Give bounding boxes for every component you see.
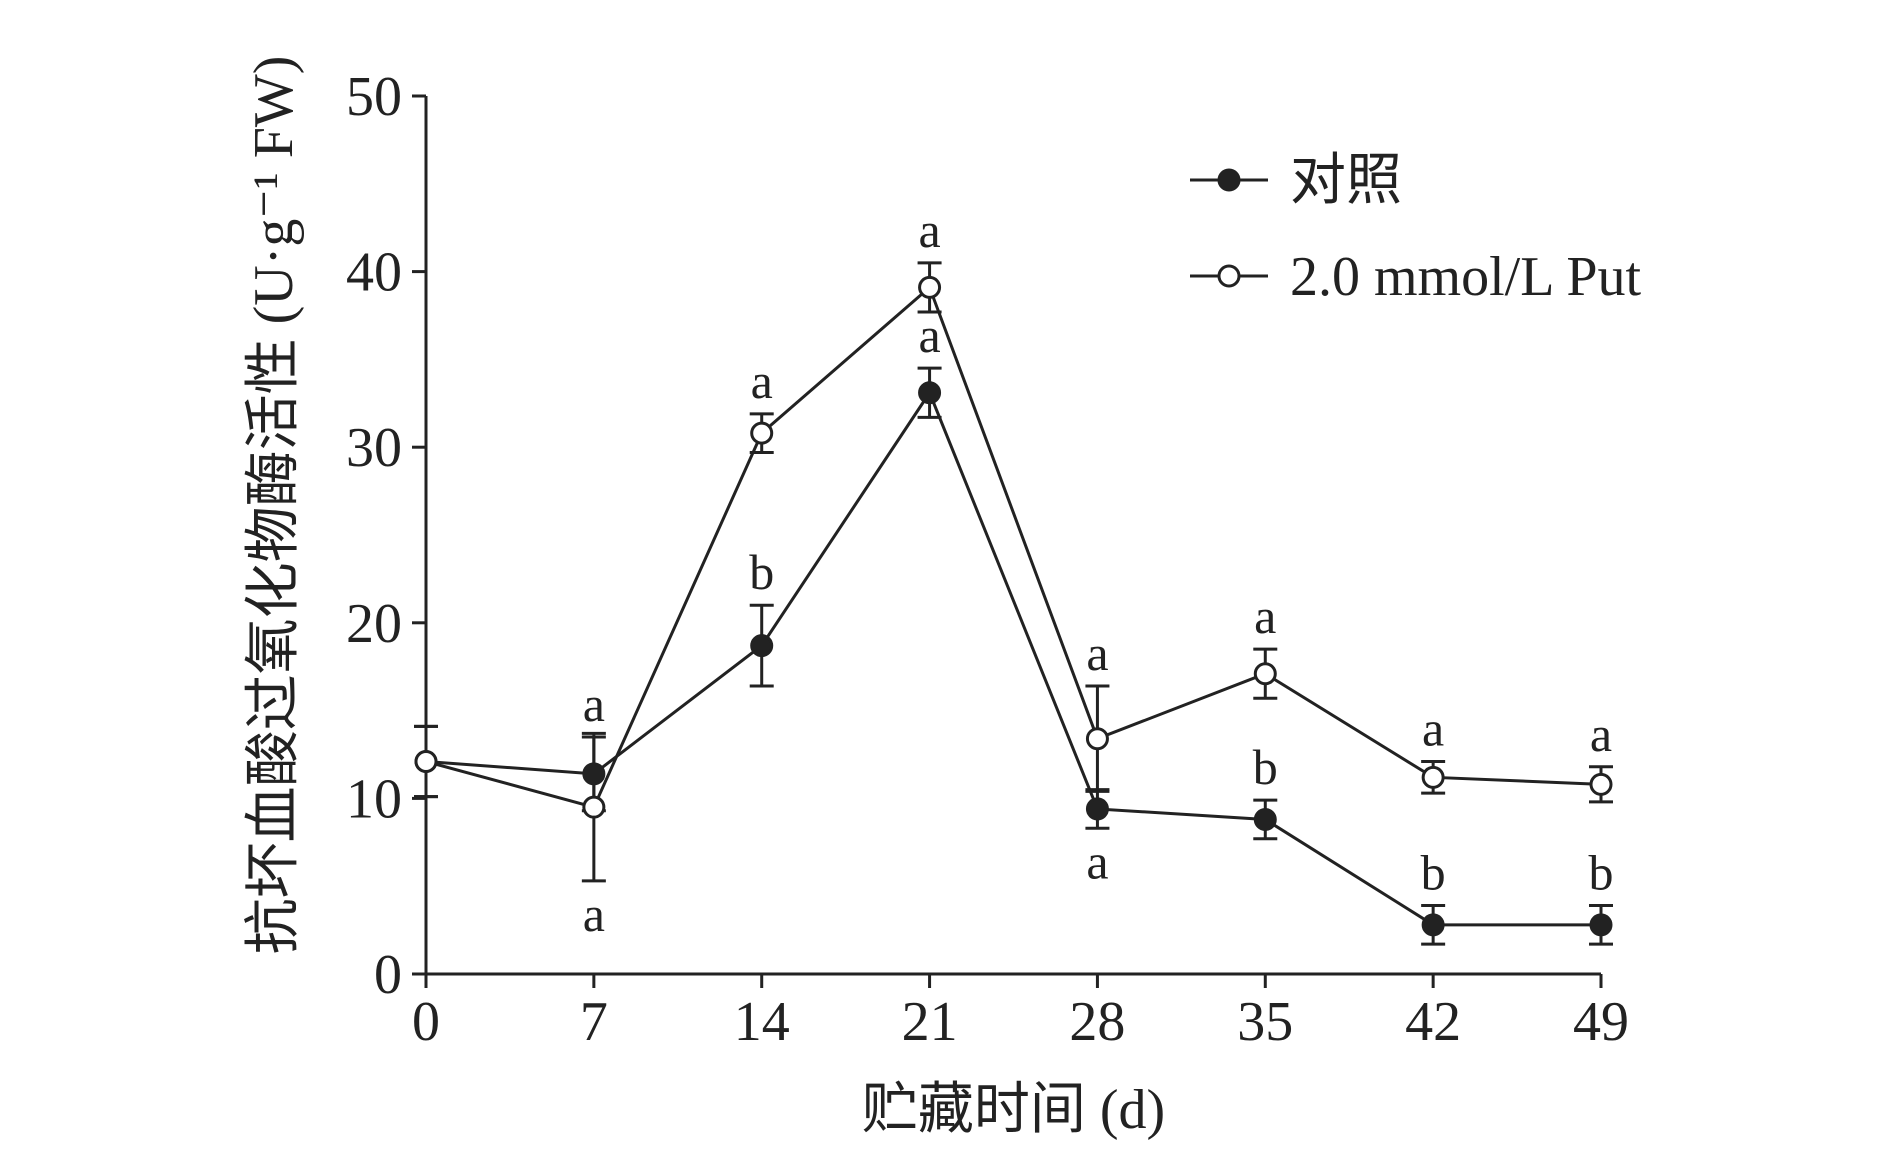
- significance-label: a: [1086, 625, 1108, 681]
- legend-item: 对照: [1190, 150, 1402, 212]
- significance-label: b: [749, 544, 774, 600]
- significance-label: a: [918, 307, 940, 363]
- significance-label: b: [1253, 739, 1278, 795]
- legend-marker: [1217, 168, 1241, 192]
- x-tick-label: 14: [734, 991, 790, 1053]
- x-tick-label: 49: [1573, 991, 1629, 1053]
- significance-label: a: [751, 353, 773, 409]
- y-tick-label: 50: [346, 66, 402, 128]
- x-tick-label: 7: [580, 991, 608, 1053]
- x-tick-label: 0: [412, 991, 440, 1053]
- data-point: [1085, 797, 1109, 821]
- data-point: [918, 381, 942, 405]
- x-tick-label: 35: [1237, 991, 1293, 1053]
- y-tick-label: 20: [346, 593, 402, 655]
- legend-label: 对照: [1290, 150, 1402, 212]
- x-ticks: 0 7 14 21 28 35 42 49: [412, 974, 1629, 1053]
- data-point: [918, 275, 942, 299]
- series-line: [425, 284, 1602, 809]
- series-put: [414, 261, 1613, 883]
- data-point: [414, 750, 438, 774]
- data-point: [1421, 913, 1445, 937]
- y-tick-label: 40: [346, 242, 402, 304]
- significance-label: a: [1086, 833, 1108, 889]
- significance-label: a: [918, 202, 940, 258]
- data-point: [1589, 913, 1613, 937]
- data-point: [1421, 765, 1445, 789]
- data-point: [1253, 807, 1277, 831]
- significance-label: a: [583, 676, 605, 732]
- legend: 对照 2.0 mmol/L Put: [1190, 150, 1642, 308]
- legend-label: 2.0 mmol/L Put: [1290, 246, 1642, 308]
- series-group: [414, 261, 1613, 946]
- significance-label: b: [1589, 845, 1614, 901]
- axes: [424, 96, 1601, 976]
- data-point: [750, 634, 774, 658]
- x-tick-label: 21: [902, 991, 958, 1053]
- y-axis-title: 抗坏血酸过氧化物酶活性 (U·g⁻¹ FW): [243, 56, 305, 955]
- x-tick-label: 42: [1405, 991, 1461, 1053]
- legend-marker: [1217, 264, 1241, 288]
- y-tick-label: 0: [374, 944, 402, 1006]
- series-line: [425, 389, 1601, 927]
- data-point: [750, 421, 774, 445]
- data-point: [1253, 662, 1277, 686]
- significance-label: b: [1421, 845, 1446, 901]
- y-tick-label: 30: [346, 417, 402, 479]
- legend-item: 2.0 mmol/L Put: [1190, 246, 1642, 308]
- y-tick-label: 10: [346, 768, 402, 830]
- x-axis-title: 贮藏时间 (d): [862, 1079, 1165, 1141]
- data-point: [1085, 727, 1109, 751]
- data-point: [1589, 772, 1613, 796]
- y-ticks: 0 10 20 30 40 50: [346, 66, 426, 1006]
- significance-label: a: [1422, 701, 1444, 757]
- data-point: [582, 795, 606, 819]
- significance-label: a: [1590, 706, 1612, 762]
- significance-label: a: [1254, 588, 1276, 644]
- x-tick-label: 28: [1069, 991, 1125, 1053]
- significance-label: a: [583, 886, 605, 942]
